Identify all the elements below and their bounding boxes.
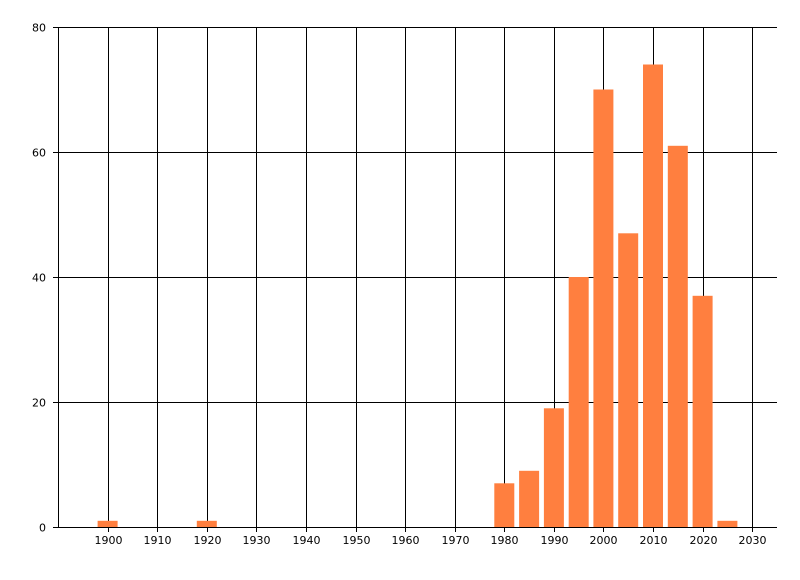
bar bbox=[568, 277, 589, 527]
bar bbox=[494, 483, 515, 528]
y-tick-label: 40 bbox=[32, 272, 46, 285]
y-tick-label: 0 bbox=[39, 522, 46, 535]
axis-layer bbox=[53, 27, 777, 532]
bar bbox=[717, 520, 738, 528]
bar bbox=[543, 408, 564, 528]
bar bbox=[196, 520, 217, 528]
bar bbox=[692, 295, 713, 528]
y-tick-label: 80 bbox=[32, 22, 46, 35]
bar bbox=[618, 233, 639, 528]
tick-label-layer: 1900 1910 1920 1930 1940 1950 1960 1970 1980 1990… bbox=[32, 22, 767, 548]
bar bbox=[593, 89, 614, 527]
x-tick-label: 2000 bbox=[590, 534, 618, 547]
x-tick-label: 1960 bbox=[392, 534, 420, 547]
x-tick-label: 2020 bbox=[690, 534, 718, 547]
bar-layer bbox=[97, 64, 738, 528]
x-tick-label: 1990 bbox=[541, 534, 569, 547]
x-tick-label: 1940 bbox=[293, 534, 321, 547]
x-tick-label: 2010 bbox=[640, 534, 668, 547]
x-tick-label: 1970 bbox=[442, 534, 470, 547]
bar bbox=[643, 64, 663, 527]
bar bbox=[667, 145, 688, 528]
bar bbox=[97, 520, 118, 528]
x-tick-label: 1910 bbox=[144, 534, 172, 547]
x-tick-label: 2030 bbox=[739, 534, 767, 547]
x-tick-label: 1930 bbox=[243, 534, 271, 547]
bar bbox=[519, 470, 540, 528]
x-tick-label: 1900 bbox=[95, 534, 123, 547]
y-tick-label: 20 bbox=[32, 397, 46, 410]
x-tick-label: 1950 bbox=[343, 534, 371, 547]
x-tick-label: 1920 bbox=[194, 534, 222, 547]
y-tick-label: 60 bbox=[32, 147, 46, 160]
x-tick-label: 1980 bbox=[491, 534, 519, 547]
